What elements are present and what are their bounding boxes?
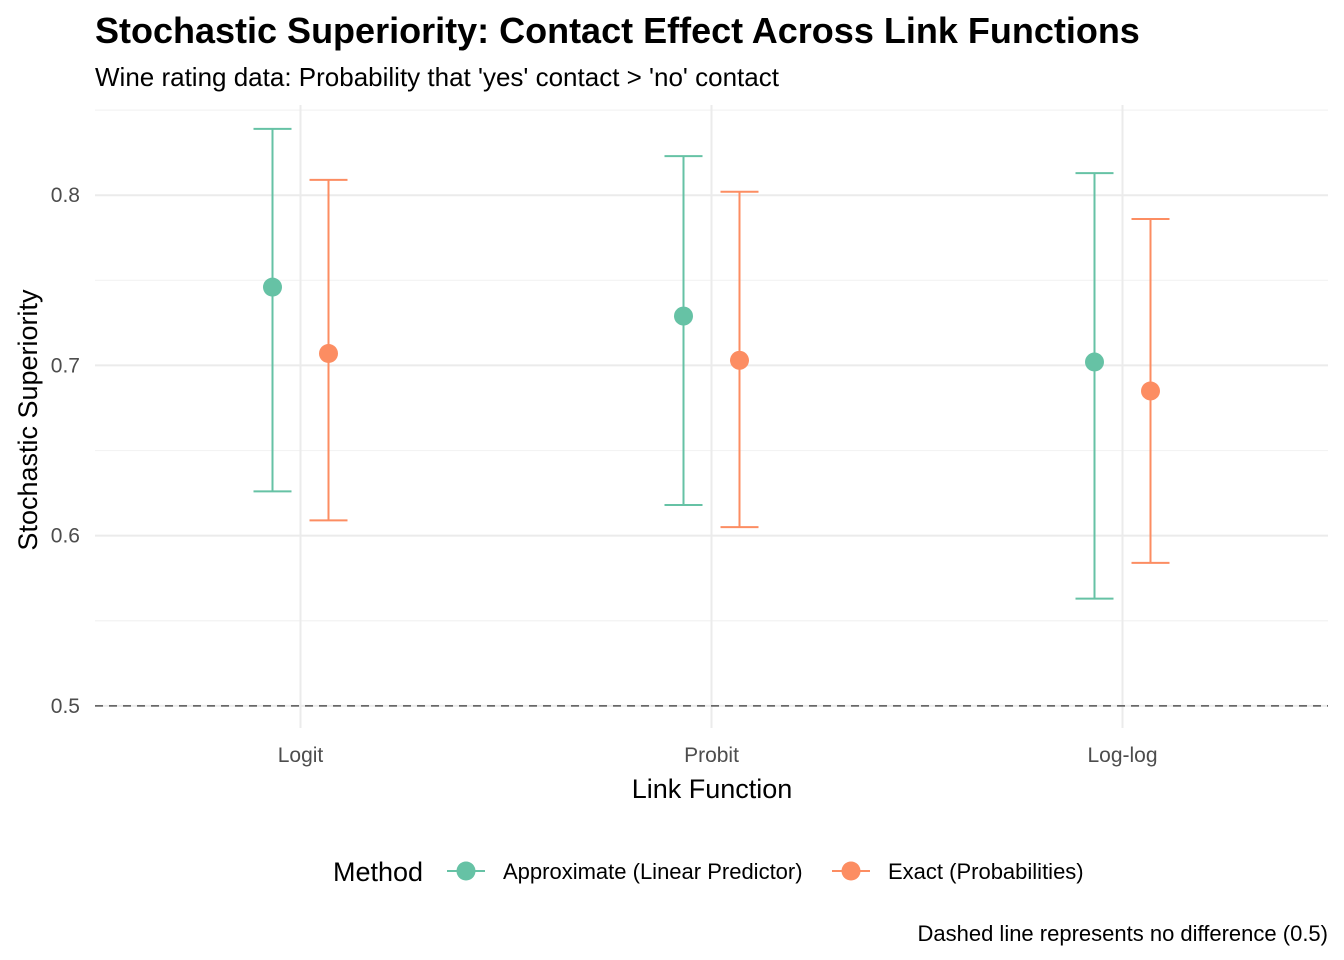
errorbar-group [1131,218,1170,564]
chart-title: Stochastic Superiority: Contact Effect A… [95,10,1140,51]
data-point [674,306,693,326]
legend-label: Exact (Probabilities) [888,859,1084,884]
x-tick-label: Probit [684,744,739,767]
legend-key-point [841,861,861,881]
legend-label: Approximate (Linear Predictor) [503,859,803,884]
data-point [263,277,282,297]
errorbar-group [309,178,348,522]
errorbar-group [664,155,703,507]
data-point [1141,381,1160,401]
data-point [1085,352,1104,372]
y-tick-label: 0.5 [51,695,80,718]
caption: Dashed line represents no difference (0.… [917,921,1328,946]
x-tick-label: Log-log [1087,744,1157,767]
data-point [319,344,338,364]
chart-subtitle: Wine rating data: Probability that 'yes'… [95,62,780,92]
y-tick-label: 0.7 [51,354,80,377]
y-tick-label: 0.8 [51,184,80,207]
errorbar-group [720,190,759,529]
grid [95,105,1328,728]
legend-key-point [456,861,476,881]
ticks: 0.5 0.6 0.7 0.8 Logit Probit Log-log [51,184,1158,767]
data-point [730,350,749,370]
errorbar-group [253,127,292,493]
x-axis-title: Link Function [632,774,793,804]
legend-title: Method [333,857,423,887]
x-tick-label: Logit [278,744,324,767]
errorbar-group [1075,172,1114,600]
y-tick-label: 0.6 [51,525,80,548]
legend: Method Approximate (Linear Predictor) Exac… [333,857,1084,887]
marks [253,127,1170,600]
y-axis-title: Stochastic Superiority [13,289,43,551]
